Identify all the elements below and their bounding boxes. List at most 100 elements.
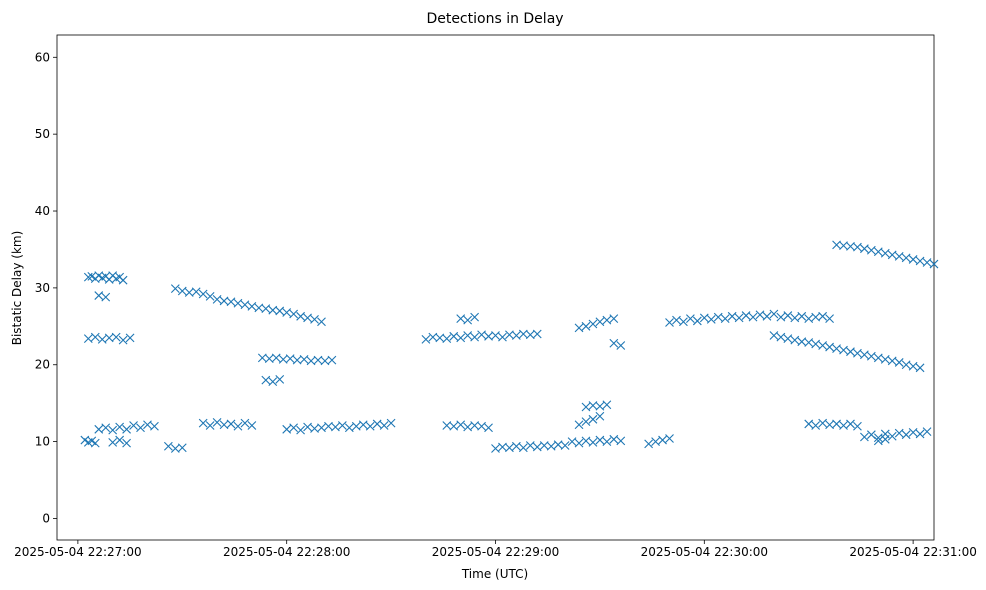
- detection-marker: [108, 425, 118, 435]
- detection-marker: [720, 314, 730, 324]
- detection-marker: [644, 439, 654, 449]
- detection-marker: [442, 334, 452, 344]
- detection-marker: [581, 321, 591, 331]
- detection-marker: [546, 441, 556, 451]
- detection-marker: [484, 423, 493, 433]
- x-tick-label: 2025-05-04 22:29:00: [432, 545, 559, 559]
- detection-marker: [463, 315, 473, 325]
- detection-marker: [811, 421, 821, 430]
- detection-marker: [498, 442, 507, 452]
- detection-marker: [825, 342, 834, 352]
- detection-marker: [866, 245, 876, 255]
- detection-marker: [532, 329, 542, 339]
- detection-marker: [337, 421, 347, 430]
- detection-marker: [282, 424, 292, 434]
- detection-marker: [832, 344, 841, 353]
- detection-marker: [136, 423, 145, 433]
- detection-marker: [699, 313, 709, 323]
- detection-marker: [734, 313, 744, 323]
- detection-marker: [292, 355, 302, 365]
- detection-marker: [289, 423, 299, 433]
- detection-marker: [915, 363, 925, 373]
- detection-marker: [264, 354, 274, 363]
- detection-marker: [574, 420, 584, 430]
- detection-marker: [616, 436, 626, 446]
- detection-marker: [306, 356, 316, 366]
- detection-marker: [177, 443, 187, 453]
- detection-marker: [83, 334, 93, 344]
- detection-marker: [449, 331, 459, 341]
- detection-marker: [303, 422, 312, 432]
- detection-marker: [212, 295, 222, 304]
- data-markers: [80, 240, 939, 453]
- y-tick-label: 10: [35, 435, 50, 449]
- detection-marker: [219, 296, 229, 306]
- detection-marker: [567, 437, 577, 447]
- detection-marker: [327, 355, 337, 365]
- detection-marker: [289, 309, 299, 319]
- detection-marker: [511, 331, 521, 340]
- detection-marker: [351, 421, 361, 431]
- detection-marker: [658, 435, 667, 445]
- y-tick-label: 50: [35, 127, 50, 141]
- detection-marker: [602, 437, 612, 447]
- detection-marker: [477, 330, 486, 340]
- detection-marker: [313, 355, 323, 365]
- detection-marker: [929, 259, 939, 269]
- detection-marker: [525, 330, 535, 340]
- y-axis: 0 10 20 30 40 50 60: [35, 50, 57, 525]
- detection-marker: [755, 310, 765, 320]
- detection-marker: [320, 356, 330, 366]
- detection-marker: [846, 347, 855, 357]
- detection-marker: [104, 333, 114, 343]
- x-axis: 2025-05-04 22:27:00 2025-05-04 22:28:00 20…: [14, 540, 977, 559]
- detection-marker: [553, 440, 563, 450]
- detection-marker: [282, 308, 292, 317]
- detection-marker: [790, 335, 800, 345]
- detection-marker: [832, 419, 841, 429]
- detection-marker: [609, 314, 619, 324]
- detection-marker: [94, 291, 104, 300]
- detection-marker: [880, 354, 890, 364]
- chart-title: Detections in Delay: [426, 11, 563, 27]
- detection-marker: [240, 418, 250, 428]
- detection-marker: [518, 329, 528, 339]
- detection-marker: [83, 272, 93, 282]
- detection-marker: [449, 421, 459, 431]
- x-tick-label: 2025-05-04 22:30:00: [641, 545, 768, 559]
- detection-marker: [268, 305, 278, 315]
- detection-marker: [609, 434, 619, 444]
- detection-marker: [616, 341, 626, 350]
- detection-marker: [839, 345, 848, 355]
- detection-marker: [532, 442, 542, 452]
- detection-marker: [769, 309, 779, 319]
- detection-marker: [261, 375, 271, 385]
- detection-marker: [887, 356, 897, 366]
- detection-marker: [275, 374, 285, 384]
- detection-marker: [769, 331, 779, 340]
- detection-marker: [170, 444, 180, 453]
- detection-marker: [665, 434, 674, 443]
- detection-marker: [170, 284, 180, 294]
- detection-marker: [303, 313, 312, 323]
- detection-marker: [706, 315, 716, 324]
- x-tick-label: 2025-05-04 22:27:00: [14, 545, 141, 559]
- detection-marker: [491, 331, 500, 340]
- detection-marker: [233, 298, 243, 308]
- detection-marker: [873, 353, 883, 363]
- detection-marker: [115, 435, 125, 445]
- detection-marker: [122, 424, 131, 434]
- detection-marker: [818, 341, 828, 350]
- detection-marker: [317, 423, 326, 433]
- detection-marker: [588, 401, 598, 410]
- detection-marker: [226, 419, 236, 429]
- detection-marker: [894, 358, 904, 367]
- detection-marker: [783, 311, 793, 320]
- detection-marker: [588, 414, 598, 424]
- detection-marker: [853, 348, 862, 358]
- detection-marker: [825, 420, 834, 430]
- y-tick-label: 60: [35, 50, 50, 64]
- detection-marker: [922, 258, 932, 267]
- detection-marker: [296, 311, 305, 321]
- detection-marker: [866, 430, 876, 440]
